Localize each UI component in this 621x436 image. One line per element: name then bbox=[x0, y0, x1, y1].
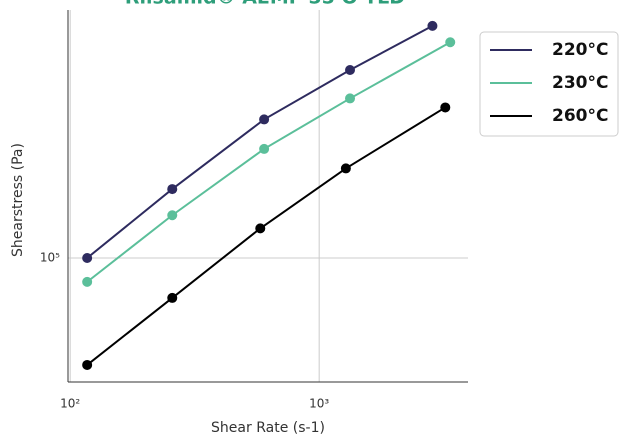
legend-label: 230°C bbox=[552, 73, 608, 93]
data-point bbox=[167, 292, 178, 303]
data-point bbox=[427, 20, 438, 31]
data-point bbox=[82, 359, 93, 370]
legend-label: 220°C bbox=[552, 40, 608, 60]
chart-title: Rilsamid® AEMF 55 O TLD bbox=[125, 0, 405, 9]
data-point bbox=[167, 210, 178, 221]
legend-box bbox=[479, 31, 619, 137]
data-point bbox=[345, 93, 356, 104]
series-line bbox=[86, 41, 451, 283]
x-tick-label: 10² bbox=[60, 397, 80, 411]
legend-label: 260°C bbox=[552, 106, 608, 126]
y-axis-label: Shearstress (Pa) bbox=[10, 143, 26, 257]
data-point bbox=[255, 223, 266, 234]
data-point bbox=[340, 163, 351, 174]
x-tick-label: 10³ bbox=[309, 397, 329, 411]
data-point bbox=[259, 114, 270, 125]
series-line bbox=[86, 25, 433, 259]
data-point bbox=[440, 102, 451, 113]
data-point bbox=[82, 276, 93, 287]
data-point bbox=[259, 143, 270, 154]
data-point bbox=[82, 253, 93, 263]
data-point bbox=[345, 65, 356, 76]
y-tick-label: 10⁵ bbox=[40, 251, 60, 265]
data-point bbox=[167, 184, 178, 195]
data-point bbox=[445, 37, 456, 48]
x-axis-label: Shear Rate (s-1) bbox=[211, 420, 325, 436]
